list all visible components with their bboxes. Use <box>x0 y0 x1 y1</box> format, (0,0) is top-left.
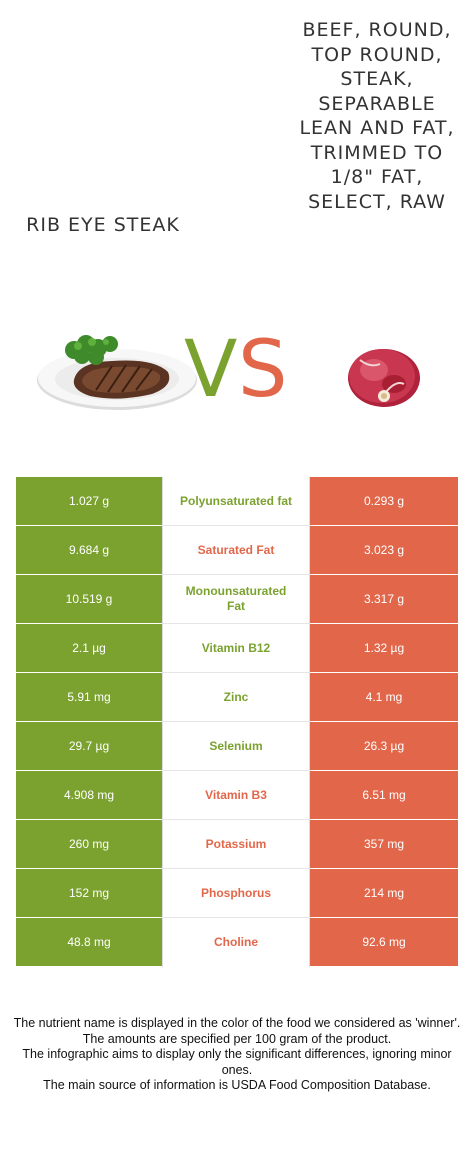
nutrient-name: Choline <box>163 918 309 966</box>
vs-label: V S <box>184 330 294 410</box>
table-row: 5.91 mg Zinc 4.1 mg <box>16 673 458 722</box>
left-value: 9.684 g <box>16 526 162 574</box>
table-row: 29.7 µg Selenium 26.3 µg <box>16 722 458 771</box>
table-row: 9.684 g Saturated Fat 3.023 g <box>16 526 458 575</box>
row-divider <box>16 917 162 918</box>
footer-line: The main source of information is USDA F… <box>43 1078 431 1092</box>
row-divider <box>163 770 309 771</box>
footer-notes: The nutrient name is displayed in the co… <box>12 1016 462 1094</box>
right-value: 26.3 µg <box>310 722 458 770</box>
table-row: 48.8 mg Choline 92.6 mg <box>16 918 458 967</box>
table-row: 1.027 g Polyunsaturated fat 0.293 g <box>16 477 458 526</box>
right-value: 214 mg <box>310 869 458 917</box>
row-divider <box>16 770 162 771</box>
row-divider <box>310 917 458 918</box>
vs-v-letter: V <box>184 325 238 415</box>
table-row: 10.519 g Monounsaturated Fat 3.317 g <box>16 575 458 624</box>
row-divider <box>16 721 162 722</box>
row-divider <box>310 525 458 526</box>
nutrient-name: Vitamin B3 <box>163 771 309 819</box>
vs-s-letter: S <box>238 325 288 415</box>
footer-line: The nutrient name is displayed in the co… <box>13 1016 461 1030</box>
row-divider <box>310 672 458 673</box>
footer-line: The infographic aims to display only the… <box>22 1047 452 1077</box>
table-row: 152 mg Phosphorus 214 mg <box>16 869 458 918</box>
row-divider <box>16 672 162 673</box>
steak-plate-icon <box>37 335 197 410</box>
left-value: 5.91 mg <box>16 673 162 721</box>
nutrient-name: Saturated Fat <box>163 526 309 574</box>
left-value: 4.908 mg <box>16 771 162 819</box>
column-divider <box>309 477 310 967</box>
left-food-title: Rib eye steak <box>26 214 180 236</box>
left-value: 260 mg <box>16 820 162 868</box>
nutrient-name: Vitamin B12 <box>163 624 309 672</box>
right-value: 4.1 mg <box>310 673 458 721</box>
table-row: 260 mg Potassium 357 mg <box>16 820 458 869</box>
row-divider <box>16 623 162 624</box>
row-divider <box>163 574 309 575</box>
row-divider <box>16 868 162 869</box>
right-value: 3.023 g <box>310 526 458 574</box>
row-divider <box>163 525 309 526</box>
row-divider <box>163 868 309 869</box>
nutrient-comparison-table: 1.027 g Polyunsaturated fat 0.293 g 9.684 g… <box>16 477 458 967</box>
row-divider <box>163 721 309 722</box>
nutrient-name: Monounsaturated Fat <box>163 575 309 623</box>
row-divider <box>310 574 458 575</box>
right-food-title: Beef, round, top round, steak, separable… <box>299 19 455 213</box>
row-divider <box>16 525 162 526</box>
left-value: 48.8 mg <box>16 918 162 966</box>
row-divider <box>310 819 458 820</box>
table-row: 2.1 µg Vitamin B12 1.32 µg <box>16 624 458 673</box>
row-divider <box>163 917 309 918</box>
nutrient-name: Phosphorus <box>163 869 309 917</box>
left-value: 2.1 µg <box>16 624 162 672</box>
column-divider <box>162 477 163 967</box>
right-value: 357 mg <box>310 820 458 868</box>
row-divider <box>310 868 458 869</box>
row-divider <box>310 721 458 722</box>
right-value: 3.317 g <box>310 575 458 623</box>
left-value: 29.7 µg <box>16 722 162 770</box>
table-row: 4.908 mg Vitamin B3 6.51 mg <box>16 771 458 820</box>
right-value: 6.51 mg <box>310 771 458 819</box>
left-value: 152 mg <box>16 869 162 917</box>
row-divider <box>310 623 458 624</box>
right-value: 1.32 µg <box>310 624 458 672</box>
right-value: 0.293 g <box>310 477 458 525</box>
raw-beef-icon <box>348 349 420 407</box>
right-value: 92.6 mg <box>310 918 458 966</box>
row-divider <box>16 574 162 575</box>
row-divider <box>163 623 309 624</box>
row-divider <box>163 819 309 820</box>
nutrient-name: Selenium <box>163 722 309 770</box>
nutrient-name: Zinc <box>163 673 309 721</box>
row-divider <box>163 672 309 673</box>
row-divider <box>16 819 162 820</box>
nutrient-name: Potassium <box>163 820 309 868</box>
nutrient-name: Polyunsaturated fat <box>163 477 309 525</box>
left-value: 1.027 g <box>16 477 162 525</box>
left-value: 10.519 g <box>16 575 162 623</box>
row-divider <box>310 770 458 771</box>
footer-line: The amounts are specified per 100 gram o… <box>82 1031 392 1046</box>
